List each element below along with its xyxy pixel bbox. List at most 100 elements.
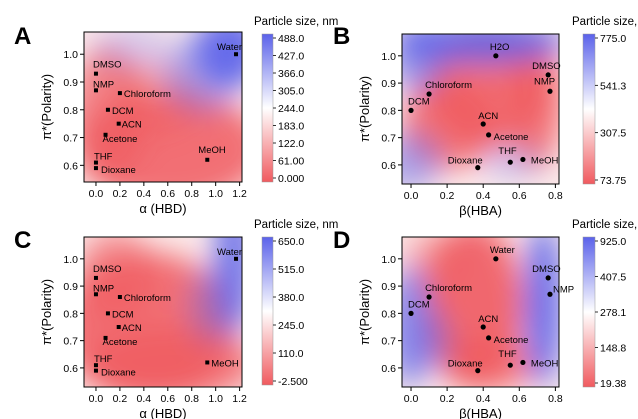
colorbar-title: Particle size, nm [254, 16, 338, 28]
y-tick-label: 0.9 [381, 281, 396, 293]
data-point-label: Dioxane [101, 368, 136, 379]
panel-d: D 0.0 0.2 0.4 0.6 0.8 0.6 0.7 0.8 0.9 1.0 β(HBA) π*(… [333, 219, 638, 419]
data-point [117, 295, 122, 299]
data-point-label: Acetone [103, 337, 138, 348]
data-point [103, 132, 108, 137]
data-point [493, 256, 499, 262]
data-point-label: DMSO [93, 60, 122, 71]
x-tick-label: 0.0 [404, 190, 419, 202]
colorbar-tick-label: 183.0 [278, 121, 304, 133]
colorbar-title: Particle size, nm [572, 16, 638, 28]
data-point-label: Water [490, 245, 515, 256]
x-tick-label: 0.8 [184, 188, 199, 200]
heatmap-region [402, 34, 446, 94]
heatmap-region [163, 36, 242, 112]
panel-b: B 0.0 0.2 0.4 0.6 0.8 0.6 0.7 0.8 0.9 1.0 β(HBA) π*(… [333, 16, 638, 218]
data-point [93, 275, 98, 280]
plot-frame [83, 236, 243, 388]
colorbar [582, 236, 596, 388]
data-point [480, 121, 486, 127]
data-point [93, 166, 98, 171]
y-tick-label: 0.9 [63, 281, 78, 293]
y-tick-label: 0.8 [63, 308, 78, 320]
heatmap [402, 34, 559, 184]
y-tick-label: 0.6 [381, 160, 396, 172]
colorbar-tick-label: 925.0 [600, 236, 626, 248]
y-tick-label: 1.0 [381, 254, 396, 266]
x-tick-label: 1.2 [232, 393, 247, 405]
data-point [520, 359, 526, 366]
colorbar-tick-label: 488.0 [278, 33, 304, 45]
panel-letter: A [14, 23, 31, 50]
data-point [475, 165, 481, 171]
data-point [493, 53, 499, 59]
data-point-label: ACN [122, 323, 142, 334]
data-point-label: MeOH [531, 155, 559, 166]
data-point [545, 275, 551, 281]
colorbar-tick-label: 407.5 [600, 272, 626, 284]
data-point [426, 294, 432, 300]
colorbar-tick-label: 73.75 [600, 175, 626, 187]
data-point-label: DCM [408, 96, 430, 107]
y-tick-label: 1.0 [63, 49, 78, 61]
heatmap-region [402, 131, 442, 184]
y-tick-label: 0.8 [381, 105, 396, 117]
data-point-label: Chloroform [425, 283, 472, 294]
colorbar-tick-label: -2.500 [278, 376, 308, 388]
data-point-label: MeOH [531, 358, 559, 369]
colorbar-tick-label: 122.0 [278, 138, 304, 150]
x-tick-label: 0.8 [548, 190, 563, 202]
heatmap-region [91, 32, 171, 70]
colorbar-tick-label: 427.0 [278, 51, 304, 63]
y-tick-label: 0.8 [63, 105, 78, 117]
data-point [547, 88, 553, 94]
data-point [234, 256, 239, 261]
data-point [117, 91, 122, 96]
x-axis-label: α (HBD) [139, 406, 186, 419]
x-tick-label: 0.2 [440, 393, 455, 405]
data-point [93, 368, 98, 373]
colorbar-tick-label: 244.0 [278, 103, 304, 115]
data-point-label: DMSO [93, 264, 122, 275]
data-point-label: NMP [93, 79, 114, 90]
colorbar-tick-label: 110.0 [278, 348, 304, 360]
heatmap-region [507, 34, 559, 169]
x-axis-label: β(HBA) [459, 406, 502, 419]
data-point-label: Water [217, 42, 242, 53]
data-point [105, 311, 110, 316]
panel-letter: D [333, 227, 350, 254]
data-point [507, 362, 513, 368]
x-tick-label: 0.2 [113, 393, 128, 405]
plot-frame [401, 236, 560, 388]
data-point-label: DMSO [532, 264, 561, 275]
heatmap-region [84, 327, 242, 387]
y-axis-label: π*(Polarity) [357, 76, 372, 142]
colorbar [261, 236, 274, 386]
data-point [93, 160, 98, 165]
data-point-label: Chloroform [425, 80, 472, 91]
data-point-label: THF [498, 349, 517, 360]
data-point-label: Dioxane [101, 165, 136, 176]
x-tick-label: 1.0 [208, 393, 223, 405]
x-tick-label: 0.4 [137, 393, 152, 405]
y-tick-label: 0.6 [63, 363, 78, 375]
heatmap [84, 32, 242, 182]
x-tick-label: 0.0 [404, 393, 419, 405]
data-point-label: THF [498, 146, 517, 157]
y-tick-label: 0.7 [63, 336, 78, 348]
y-tick-label: 1.0 [63, 254, 78, 266]
colorbar-tick-label: 366.0 [278, 68, 304, 80]
y-tick-label: 0.7 [381, 133, 396, 145]
data-point [408, 107, 414, 113]
x-tick-label: 0.0 [89, 188, 104, 200]
colorbar-tick-label: 61.00 [278, 156, 304, 168]
x-tick-label: 0.0 [89, 393, 104, 405]
plot-frame [83, 31, 243, 183]
data-point [545, 72, 551, 78]
x-tick-label: 0.4 [137, 188, 152, 200]
data-point [93, 292, 98, 297]
colorbar-tick-label: 515.0 [278, 264, 304, 276]
data-point [93, 88, 98, 93]
data-point [234, 52, 239, 57]
